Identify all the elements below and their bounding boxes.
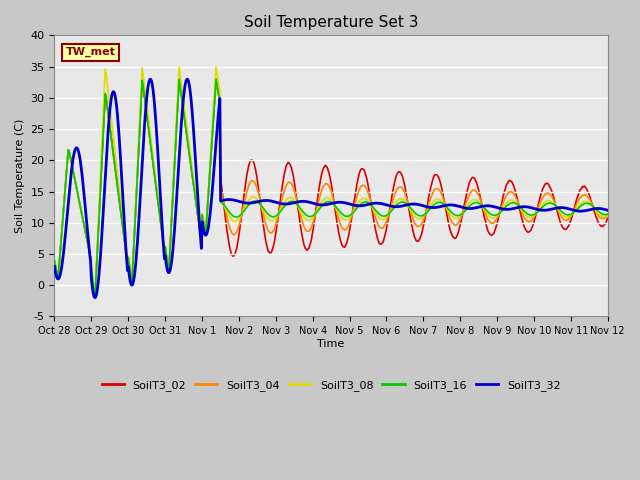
- Legend: SoilT3_02, SoilT3_04, SoilT3_08, SoilT3_16, SoilT3_32: SoilT3_02, SoilT3_04, SoilT3_08, SoilT3_…: [97, 375, 565, 395]
- SoilT3_04: [175, 91, 182, 96]
- SoilT3_16: [400, 199, 408, 205]
- Line: SoilT3_04: SoilT3_04: [54, 79, 608, 294]
- SoilT3_08: [92, 290, 99, 296]
- SoilT3_04: [205, 192, 212, 198]
- SoilT3_04: [92, 291, 99, 297]
- SoilT3_16: [416, 213, 424, 219]
- Line: SoilT3_32: SoilT3_32: [54, 79, 608, 298]
- SoilT3_02: [604, 216, 612, 221]
- SoilT3_02: [205, 192, 212, 198]
- SoilT3_04: [118, 219, 126, 225]
- SoilT3_08: [61, 196, 68, 202]
- SoilT3_32: [604, 207, 612, 213]
- Line: SoilT3_08: SoilT3_08: [54, 67, 608, 293]
- SoilT3_02: [175, 91, 182, 96]
- SoilT3_16: [175, 76, 183, 82]
- Y-axis label: Soil Temperature (C): Soil Temperature (C): [15, 119, 25, 233]
- Line: SoilT3_02: SoilT3_02: [54, 79, 608, 294]
- SoilT3_32: [61, 241, 68, 247]
- SoilT3_08: [175, 79, 182, 85]
- SoilT3_32: [118, 182, 126, 188]
- SoilT3_08: [604, 212, 612, 217]
- SoilT3_02: [92, 291, 99, 297]
- SoilT3_02: [51, 258, 58, 264]
- SoilT3_16: [118, 219, 126, 225]
- SoilT3_08: [118, 210, 126, 216]
- SoilT3_04: [51, 258, 58, 264]
- Title: Soil Temperature Set 3: Soil Temperature Set 3: [244, 15, 419, 30]
- SoilT3_32: [147, 76, 154, 82]
- SoilT3_32: [205, 225, 212, 230]
- SoilT3_16: [61, 196, 68, 202]
- SoilT3_08: [51, 258, 58, 264]
- SoilT3_02: [400, 179, 408, 184]
- SoilT3_02: [118, 219, 126, 225]
- SoilT3_08: [400, 197, 408, 203]
- Line: SoilT3_16: SoilT3_16: [54, 79, 608, 294]
- SoilT3_04: [61, 196, 68, 202]
- SoilT3_16: [205, 192, 212, 198]
- SoilT3_02: [175, 76, 183, 82]
- SoilT3_08: [205, 189, 212, 194]
- SoilT3_32: [175, 155, 183, 161]
- SoilT3_04: [416, 223, 424, 228]
- SoilT3_04: [400, 188, 408, 194]
- SoilT3_02: [416, 236, 424, 241]
- SoilT3_08: [416, 216, 424, 222]
- SoilT3_16: [604, 211, 612, 217]
- SoilT3_32: [51, 264, 58, 269]
- X-axis label: Time: Time: [317, 339, 345, 349]
- Text: TW_met: TW_met: [65, 47, 115, 57]
- SoilT3_32: [400, 203, 408, 208]
- SoilT3_16: [92, 291, 99, 297]
- SoilT3_32: [416, 202, 424, 208]
- SoilT3_04: [604, 212, 612, 218]
- SoilT3_02: [61, 196, 68, 202]
- SoilT3_16: [51, 258, 58, 264]
- SoilT3_16: [175, 91, 182, 96]
- SoilT3_08: [175, 64, 183, 70]
- SoilT3_04: [175, 76, 183, 82]
- SoilT3_32: [92, 295, 99, 300]
